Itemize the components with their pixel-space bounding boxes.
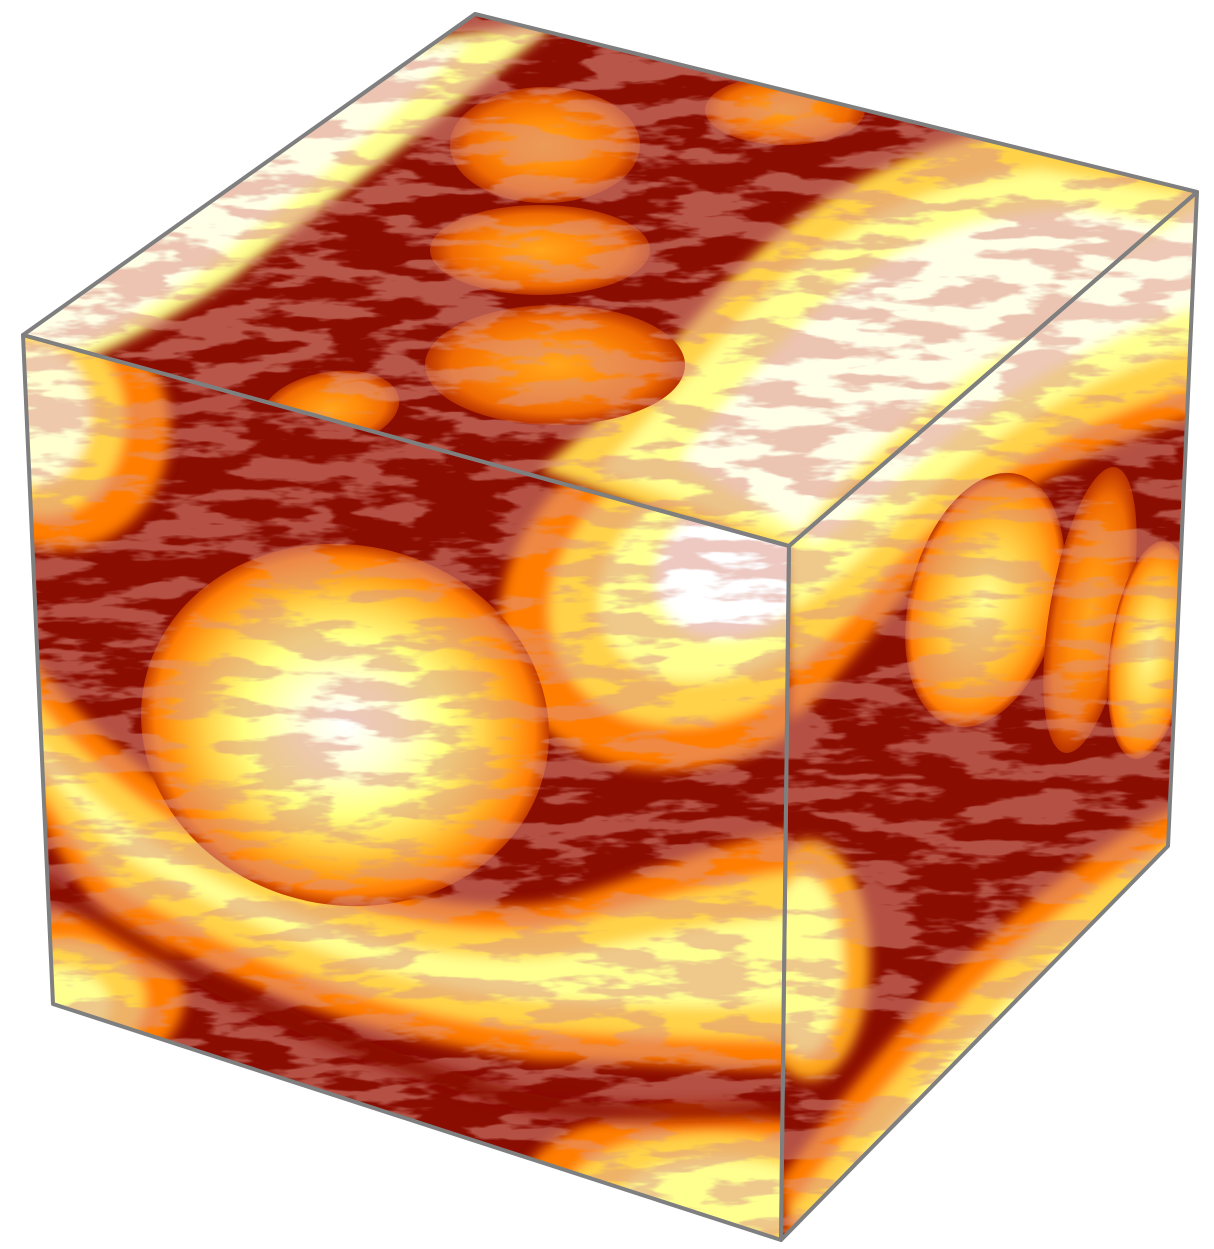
right-face-outline [779,190,1199,1242]
cube-edges [21,12,1199,1242]
